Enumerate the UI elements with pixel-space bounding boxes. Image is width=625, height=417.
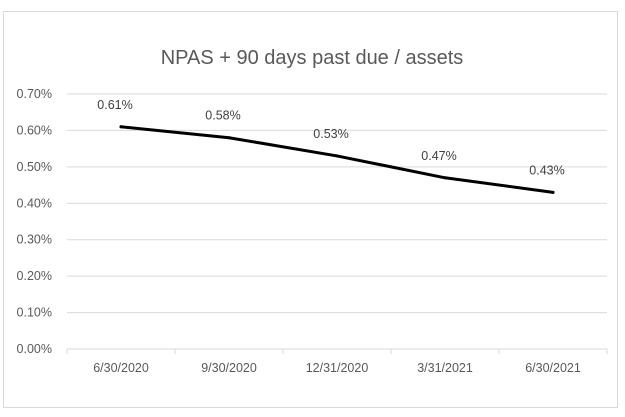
data-point — [335, 154, 339, 158]
y-tick-label: 0.30% — [17, 233, 52, 247]
y-tick-label: 0.50% — [17, 160, 52, 174]
y-tick-label: 0.20% — [17, 269, 52, 283]
x-tick-label: 6/30/2021 — [525, 361, 581, 375]
data-label: 0.47% — [421, 149, 456, 163]
data-label: 0.53% — [313, 127, 348, 141]
data-label: 0.43% — [529, 163, 564, 177]
data-label: 0.58% — [205, 109, 240, 123]
x-tick-label: 3/31/2021 — [417, 361, 473, 375]
data-point — [227, 136, 231, 140]
x-tick-label: 6/30/2020 — [93, 361, 149, 375]
data-point — [443, 176, 447, 180]
grid-lines — [67, 93, 607, 350]
y-axis: 0.00% 0.10% 0.20% 0.30% 0.40% 0.50% 0.60% 0.70% — [17, 87, 52, 356]
y-tick-label: 0.10% — [17, 306, 52, 320]
y-tick-label: 0.40% — [17, 196, 52, 210]
x-axis: 6/30/2020 9/30/2020 12/31/2020 3/31/2021 6/3… — [66, 349, 608, 375]
y-tick-label: 0.00% — [17, 342, 52, 356]
data-point — [119, 125, 123, 129]
y-tick-label: 0.60% — [17, 123, 52, 137]
chart-frame — [3, 11, 618, 408]
data-label: 0.61% — [97, 98, 132, 112]
data-point — [551, 190, 555, 194]
chart-title: NPAS + 90 days past due / assets — [161, 47, 464, 69]
x-tick-label: 12/31/2020 — [306, 361, 369, 375]
y-tick-label: 0.70% — [17, 87, 52, 101]
data-labels: 0.61% 0.58% 0.53% 0.47% 0.43% — [97, 98, 564, 178]
series-group — [119, 125, 555, 194]
x-tick-label: 9/30/2020 — [201, 361, 257, 375]
